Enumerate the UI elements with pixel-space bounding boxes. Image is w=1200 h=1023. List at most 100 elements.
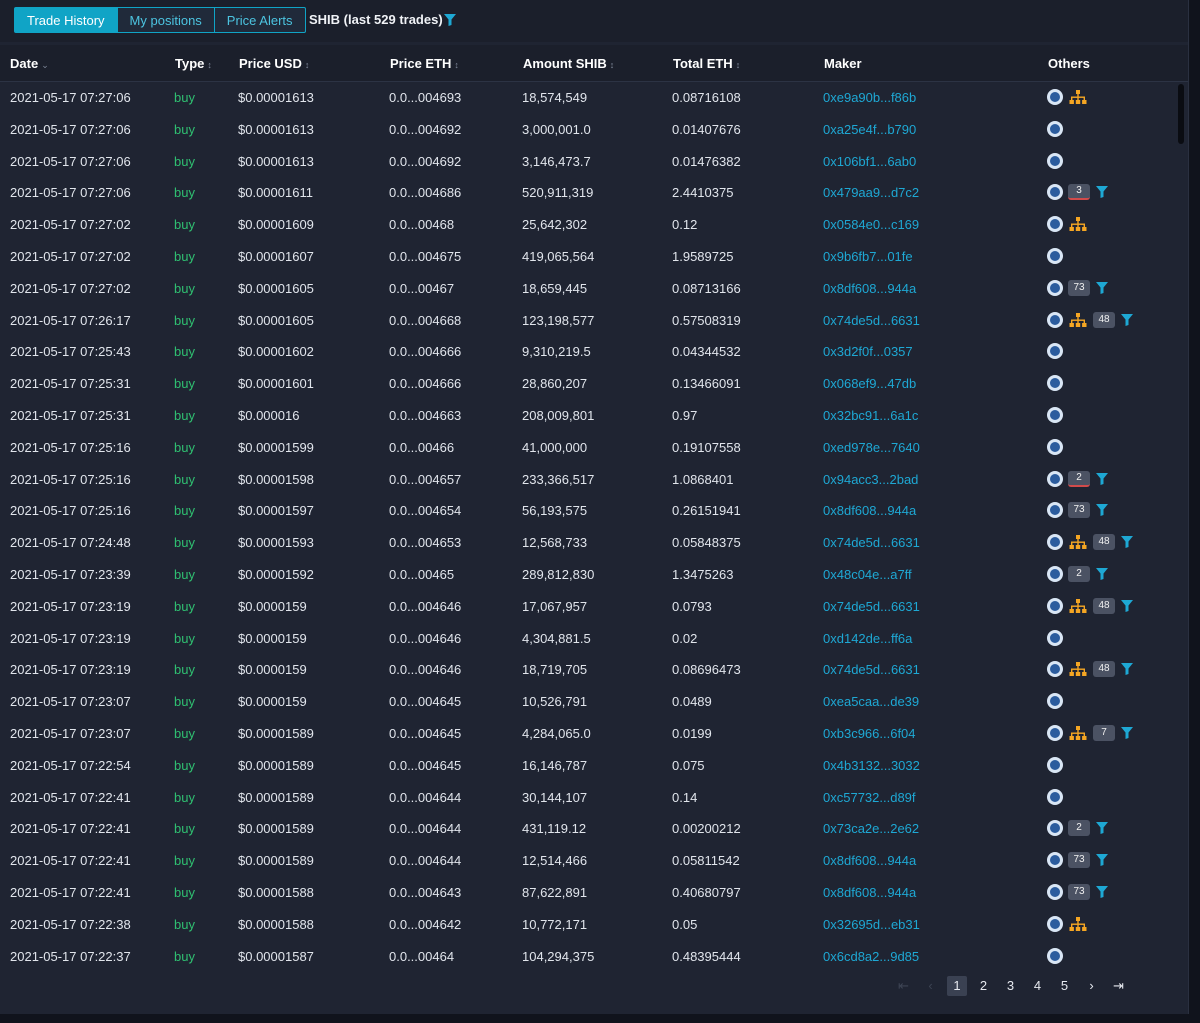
uniswap-icon[interactable] [1047,438,1063,455]
tab-trade-history[interactable]: Trade History [14,7,118,33]
tab-my-positions[interactable]: My positions [117,7,215,33]
maker-link[interactable]: 0x73ca2e...2e62 [823,821,920,837]
trade-count-badge[interactable]: 48 [1093,534,1115,551]
uniswap-icon[interactable] [1047,152,1063,169]
table-row[interactable]: 2021-05-17 07:27:02 buy $0.00001607 0.0...0… [0,241,1176,273]
filter-icon[interactable] [1095,503,1109,517]
last-page-button[interactable]: ⇥ [1113,978,1124,993]
uniswap-icon[interactable] [1047,407,1063,423]
sitemap-icon[interactable] [1068,89,1088,105]
filter-icon[interactable] [1095,885,1109,899]
trade-count-badge[interactable]: 73 [1068,502,1090,519]
maker-link[interactable]: 0x74de5d...6631 [823,662,920,678]
maker-link[interactable]: 0x6cd8a2...9d85 [823,948,920,964]
col-date[interactable]: Date ⌄ [10,56,49,71]
page-5-button[interactable]: 5 [1060,978,1069,993]
uniswap-icon[interactable] [1047,597,1063,614]
trade-count-badge[interactable]: 2 [1068,820,1090,837]
trade-count-badge[interactable]: 3 [1068,184,1090,201]
table-row[interactable]: 2021-05-17 07:25:16 buy $0.00001597 0.0...0… [0,495,1176,527]
uniswap-icon[interactable] [1047,279,1063,296]
table-row[interactable]: 2021-05-17 07:25:16 buy $0.00001598 0.0...0… [0,464,1176,496]
sitemap-icon[interactable] [1068,661,1088,677]
uniswap-icon[interactable] [1047,248,1063,264]
maker-link[interactable]: 0xea5caa...de39 [823,694,920,710]
table-row[interactable]: 2021-05-17 07:22:54 buy $0.00001589 0.0...0… [0,750,1176,782]
table-row[interactable]: 2021-05-17 07:22:38 buy $0.00001588 0.0...0… [0,909,1176,941]
filter-icon[interactable] [1120,662,1134,676]
table-row[interactable]: 2021-05-17 07:22:41 buy $0.00001589 0.0...0… [0,782,1176,814]
table-row[interactable]: 2021-05-17 07:26:17 buy $0.00001605 0.0...0… [0,305,1176,337]
trade-count-badge[interactable]: 48 [1093,597,1115,614]
table-row[interactable]: 2021-05-17 07:25:31 buy $0.00001601 0.0...0… [0,368,1176,400]
maker-link[interactable]: 0x48c04e...a7ff [823,567,912,582]
trade-count-badge[interactable]: 7 [1093,725,1115,741]
page-3-button[interactable]: 3 [1006,978,1015,993]
uniswap-icon[interactable] [1047,884,1063,900]
table-row[interactable]: 2021-05-17 07:27:06 buy $0.00001613 0.0...0… [0,82,1176,114]
sitemap-icon[interactable] [1068,312,1088,328]
uniswap-icon[interactable] [1047,788,1063,805]
next-page-button[interactable]: › [1089,978,1094,993]
trade-count-badge[interactable]: 48 [1093,311,1115,328]
table-row[interactable]: 2021-05-17 07:22:41 buy $0.00001589 0.0...0… [0,845,1176,877]
maker-link[interactable]: 0x74de5d...6631 [823,598,920,614]
filter-icon[interactable] [1095,821,1109,835]
uniswap-icon[interactable] [1047,375,1063,392]
tab-price-alerts[interactable]: Price Alerts [214,7,306,33]
table-row[interactable]: 2021-05-17 07:25:31 buy $0.000016 0.0...004… [0,400,1176,432]
uniswap-icon[interactable] [1047,947,1063,964]
table-row[interactable]: 2021-05-17 07:27:02 buy $0.00001609 0.0...0… [0,209,1176,241]
scrollbar[interactable] [1178,84,1184,144]
table-row[interactable]: 2021-05-17 07:23:19 buy $0.0000159 0.0...00… [0,623,1176,655]
uniswap-icon[interactable] [1047,693,1063,710]
maker-link[interactable]: 0x74de5d...6631 [823,535,920,551]
uniswap-icon[interactable] [1047,120,1063,137]
col-type[interactable]: Type ↕ [175,56,212,71]
col-price-usd[interactable]: Price USD ↕ [239,56,310,71]
col-price-eth[interactable]: Price ETH ↕ [390,56,459,71]
filter-icon[interactable] [1095,185,1109,199]
filter-icon[interactable] [443,13,457,27]
uniswap-icon[interactable] [1047,311,1063,328]
table-row[interactable]: 2021-05-17 07:24:48 buy $0.00001593 0.0...0… [0,527,1176,559]
uniswap-icon[interactable] [1047,184,1063,201]
page-1-button[interactable]: 1 [947,976,967,996]
maker-link[interactable]: 0x9b6fb7...01fe [823,249,913,264]
filter-icon[interactable] [1120,726,1134,740]
trade-count-badge[interactable]: 2 [1068,470,1090,487]
filter-icon[interactable] [1095,567,1109,581]
sitemap-icon[interactable] [1068,725,1088,741]
table-row[interactable]: 2021-05-17 07:23:19 buy $0.0000159 0.0...00… [0,654,1176,686]
page-2-button[interactable]: 2 [979,978,988,993]
prev-page-button[interactable]: ‹ [928,978,933,993]
uniswap-icon[interactable] [1047,725,1063,741]
sitemap-icon[interactable] [1068,534,1088,550]
table-row[interactable]: 2021-05-17 07:27:06 buy $0.00001611 0.0...0… [0,177,1176,209]
trade-count-badge[interactable]: 2 [1068,566,1090,582]
table-row[interactable]: 2021-05-17 07:22:41 buy $0.00001589 0.0...0… [0,813,1176,845]
filter-icon[interactable] [1095,853,1109,867]
uniswap-icon[interactable] [1047,470,1063,487]
table-row[interactable]: 2021-05-17 07:22:37 buy $0.00001587 0.0...0… [0,941,1176,966]
maker-link[interactable]: 0xed978e...7640 [823,439,920,455]
maker-link[interactable]: 0x8df608...944a [823,280,917,296]
maker-link[interactable]: 0x106bf1...6ab0 [823,153,917,169]
uniswap-icon[interactable] [1047,629,1063,646]
table-row[interactable]: 2021-05-17 07:23:07 buy $0.0000159 0.0...00… [0,686,1176,718]
maker-link[interactable]: 0xc57732...d89f [823,789,916,805]
table-row[interactable]: 2021-05-17 07:23:39 buy $0.00001592 0.0...0… [0,559,1176,591]
uniswap-icon[interactable] [1047,915,1063,932]
table-row[interactable]: 2021-05-17 07:25:16 buy $0.00001599 0.0...0… [0,432,1176,464]
maker-link[interactable]: 0x0584e0...c169 [823,217,920,233]
sitemap-icon[interactable] [1068,598,1088,614]
uniswap-icon[interactable] [1047,661,1063,678]
uniswap-icon[interactable] [1047,89,1063,105]
filter-icon[interactable] [1120,535,1134,549]
maker-link[interactable]: 0x3d2f0f...0357 [823,344,913,360]
maker-link[interactable]: 0xd142de...ff6a [823,630,913,646]
uniswap-icon[interactable] [1047,756,1063,773]
maker-link[interactable]: 0x32695d...eb31 [823,916,920,932]
maker-link[interactable]: 0x068ef9...47db [823,376,917,392]
maker-link[interactable]: 0x8df608...944a [823,853,917,869]
